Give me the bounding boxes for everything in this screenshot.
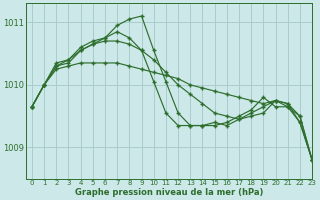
X-axis label: Graphe pression niveau de la mer (hPa): Graphe pression niveau de la mer (hPa): [75, 188, 263, 197]
